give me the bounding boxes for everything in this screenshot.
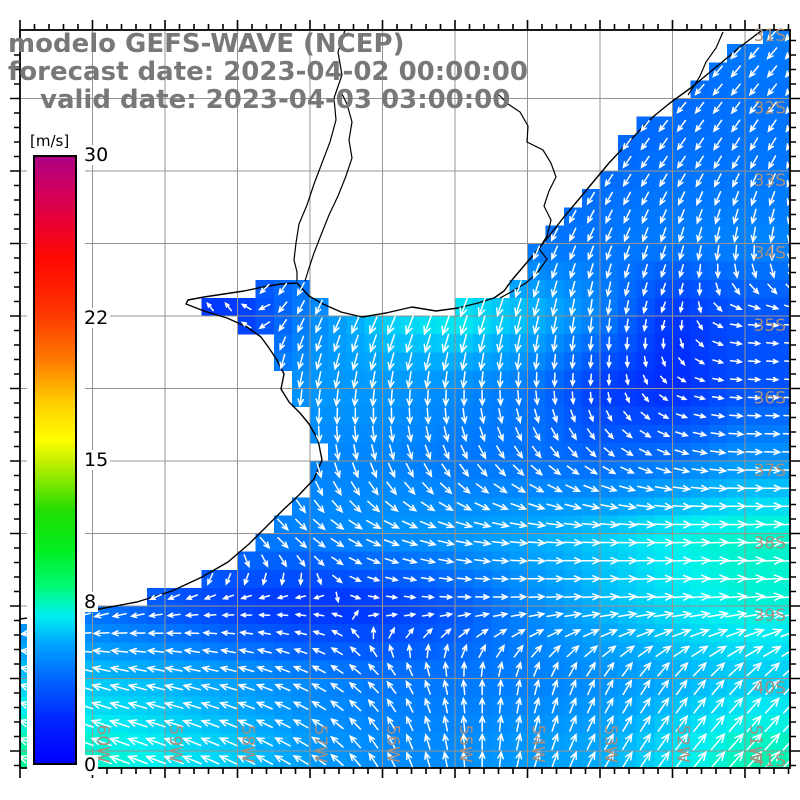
lat-label-39S: 39S — [754, 606, 786, 626]
colorbar-gradient — [33, 155, 77, 765]
lat-label-38S: 38S — [754, 534, 786, 554]
river-line-1 — [293, 30, 346, 281]
lon-label-52W: 52W — [673, 725, 693, 764]
colorbar-tick-22: 22 — [82, 306, 111, 329]
lon-label-54W: 54W — [528, 725, 548, 764]
lon-label-51W: 51W — [745, 725, 765, 764]
river-line-4 — [687, 31, 724, 96]
axis-labels: 31S 32S 33S 34S 35S 36S 37S 38S 39S 40S 41S 60W 59W 5… — [93, 26, 787, 771]
colorbar-tick-15: 15 — [82, 449, 111, 471]
model-title: modelo GEFS-WAVE (NCEP) — [8, 29, 405, 59]
colorbar: [m/s] 30 22 15 8 0 — [27, 120, 111, 776]
lon-label-55W: 55W — [455, 725, 475, 764]
lat-lon-grid — [20, 30, 790, 768]
colorbar-tick-0: 0 — [82, 754, 99, 776]
lat-label-34S: 34S — [754, 244, 786, 264]
colorbar-unit-label: [m/s] — [30, 132, 70, 150]
forecast-date-label: forecast date: 2023-04-02 00:00:00 — [8, 57, 528, 87]
lon-label-59W: 59W — [165, 725, 185, 764]
lat-label-33S: 33S — [754, 171, 786, 191]
coastline — [20, 30, 764, 620]
colorbar-tick-30: 30 — [82, 144, 111, 166]
lon-label-58W: 58W — [238, 725, 258, 764]
lon-label-53W: 53W — [600, 725, 620, 764]
lat-label-35S: 35S — [754, 316, 786, 336]
lat-label-32S: 32S — [754, 99, 786, 119]
lat-label-31S: 31S — [754, 26, 786, 46]
lon-label-56W: 56W — [383, 725, 403, 764]
valid-date-label: valid date: 2023-04-03 03:00:00 — [40, 85, 511, 115]
axis-tick-marks — [10, 20, 800, 778]
coastline-layer — [20, 30, 764, 620]
lat-label-40S: 40S — [754, 679, 786, 699]
lon-label-60W: 60W — [93, 725, 113, 764]
lon-label-57W: 57W — [310, 725, 330, 764]
colorbar-tick-8: 8 — [82, 591, 99, 614]
river-line-2 — [304, 91, 353, 282]
map-border — [19, 29, 791, 769]
lat-label-36S: 36S — [754, 389, 786, 409]
lat-label-41S: 41S — [754, 751, 786, 771]
lat-label-37S: 37S — [754, 461, 786, 481]
